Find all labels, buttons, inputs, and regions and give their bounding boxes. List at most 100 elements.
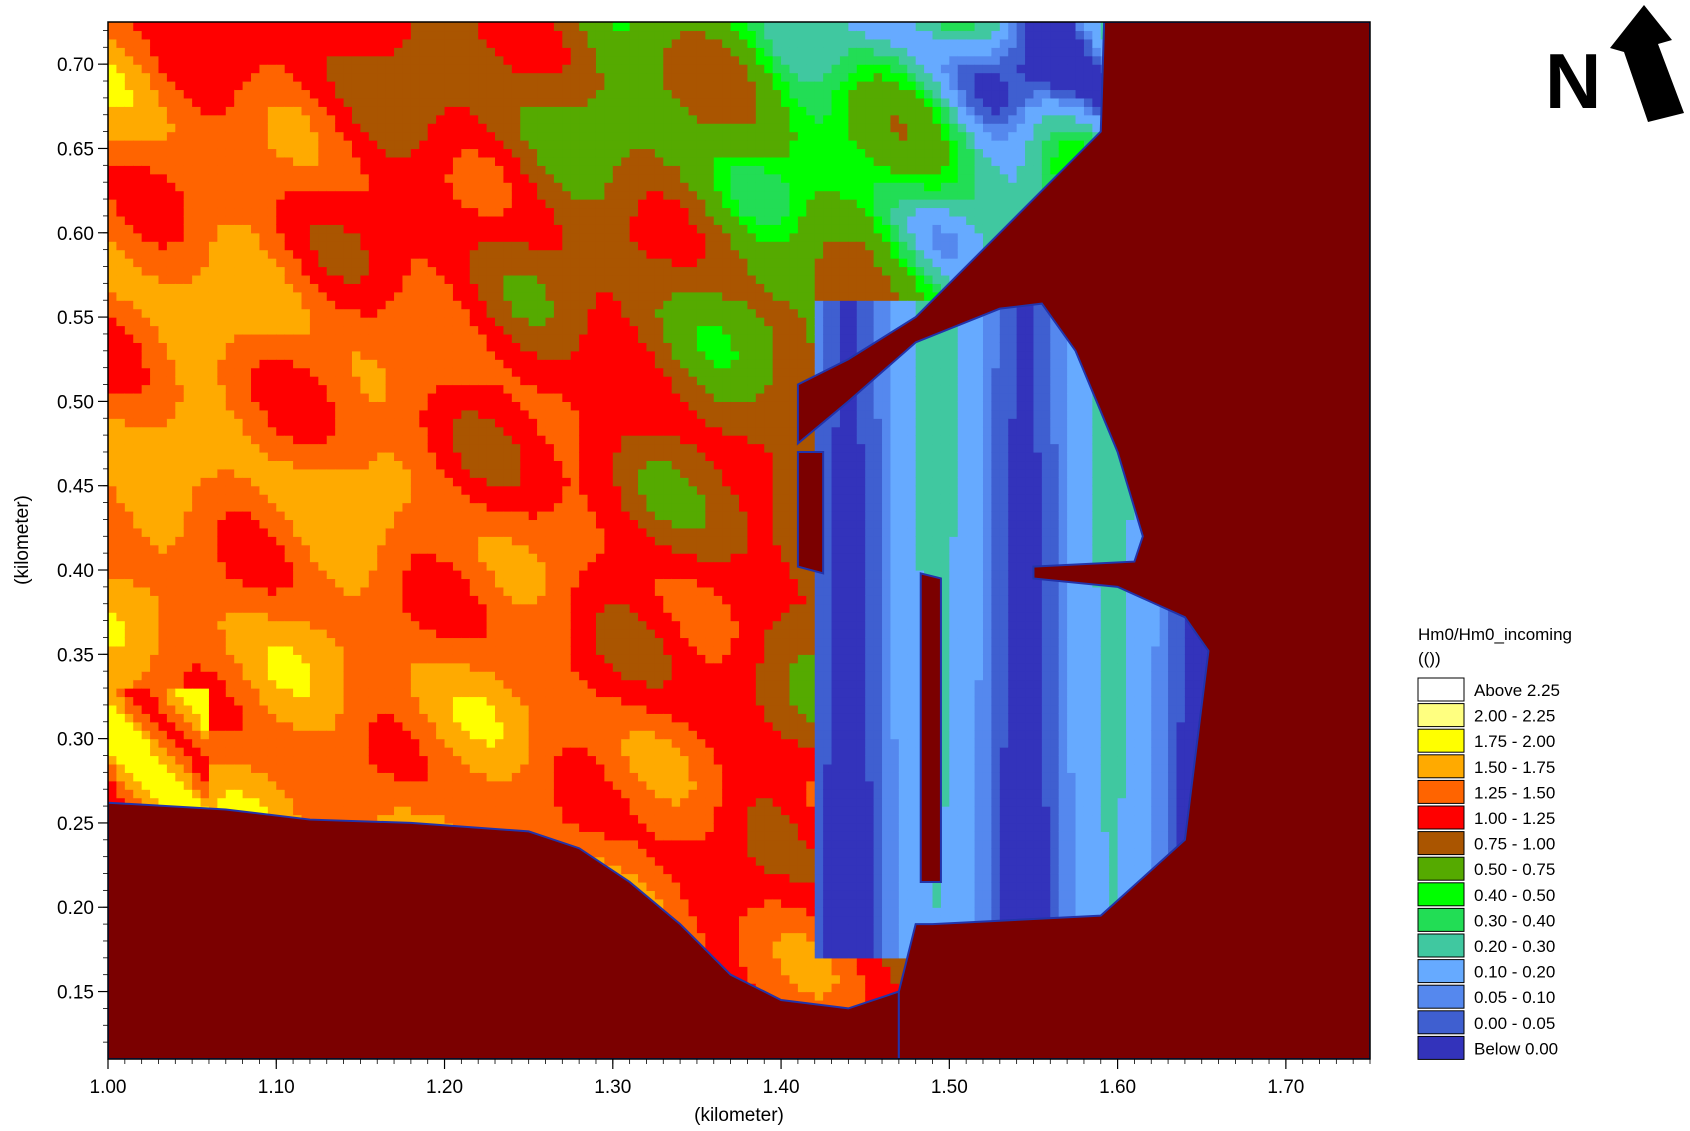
field-cell bbox=[326, 502, 336, 512]
field-cell bbox=[351, 536, 361, 546]
field-cell bbox=[284, 679, 294, 689]
field-cell bbox=[175, 215, 185, 225]
field-cell bbox=[183, 527, 193, 537]
field-cell bbox=[116, 241, 126, 251]
field-cell bbox=[141, 553, 151, 563]
field-cell bbox=[419, 713, 429, 723]
field-cell bbox=[444, 426, 454, 436]
field-cell bbox=[133, 662, 143, 672]
field-cell bbox=[351, 789, 361, 799]
field-cell bbox=[242, 704, 252, 714]
field-cell bbox=[234, 249, 244, 259]
field-cell bbox=[133, 443, 143, 453]
field-cell bbox=[436, 747, 446, 757]
field-cell bbox=[301, 426, 311, 436]
field-cell bbox=[175, 131, 185, 141]
field-cell bbox=[419, 755, 429, 765]
field-cell bbox=[141, 494, 151, 504]
field-cell bbox=[377, 72, 387, 82]
field-cell bbox=[158, 207, 168, 217]
field-cell bbox=[351, 140, 361, 150]
field-cell bbox=[259, 266, 269, 276]
field-cell bbox=[318, 325, 328, 335]
field-cell bbox=[141, 645, 151, 655]
field-cell bbox=[166, 570, 176, 580]
field-cell bbox=[351, 258, 361, 268]
field-cell bbox=[276, 283, 286, 293]
field-cell bbox=[284, 561, 294, 571]
field-cell bbox=[208, 258, 218, 268]
field-cell bbox=[267, 47, 277, 57]
field-cell bbox=[410, 140, 420, 150]
field-cell bbox=[259, 662, 269, 672]
field-cell bbox=[208, 384, 218, 394]
field-cell bbox=[192, 182, 202, 192]
field-cell bbox=[309, 586, 319, 596]
field-cell bbox=[116, 317, 126, 327]
field-cell bbox=[133, 199, 143, 209]
field-cell bbox=[183, 392, 193, 402]
field-cell bbox=[150, 241, 160, 251]
field-cell bbox=[200, 553, 210, 563]
field-cell bbox=[385, 679, 395, 689]
field-cell bbox=[242, 510, 252, 521]
field-cell bbox=[351, 409, 361, 419]
field-cell bbox=[410, 266, 420, 276]
field-cell bbox=[208, 578, 218, 588]
field-cell bbox=[293, 603, 303, 613]
field-cell bbox=[183, 342, 193, 352]
field-cell bbox=[124, 426, 134, 436]
field-cell bbox=[108, 688, 118, 698]
field-cell bbox=[427, 81, 437, 91]
field-cell bbox=[116, 207, 126, 217]
field-cell bbox=[368, 544, 378, 554]
field-cell bbox=[360, 485, 370, 495]
field-cell bbox=[183, 536, 193, 546]
field-cell bbox=[259, 460, 269, 470]
field-cell bbox=[335, 47, 345, 57]
field-cell bbox=[335, 30, 345, 40]
field-cell bbox=[116, 485, 126, 495]
field-cell bbox=[133, 131, 143, 141]
field-cell bbox=[402, 165, 412, 175]
field-cell bbox=[267, 241, 277, 251]
field-cell bbox=[360, 713, 370, 723]
field-cell bbox=[150, 308, 160, 318]
field-cell bbox=[234, 772, 244, 782]
field-cell bbox=[200, 317, 210, 327]
field-cell bbox=[175, 704, 185, 714]
field-cell bbox=[108, 131, 118, 141]
field-cell bbox=[377, 342, 387, 352]
field-cell bbox=[368, 300, 378, 310]
field-cell bbox=[150, 283, 160, 293]
field-cell bbox=[385, 536, 395, 546]
field-cell bbox=[368, 207, 378, 217]
field-cell bbox=[192, 730, 202, 740]
field-cell bbox=[394, 72, 404, 82]
field-cell bbox=[377, 384, 387, 394]
field-cell bbox=[301, 148, 311, 158]
field-cell bbox=[360, 688, 370, 698]
field-cell bbox=[116, 376, 126, 386]
field-cell bbox=[293, 570, 303, 580]
field-cell bbox=[242, 536, 252, 546]
field-cell bbox=[343, 156, 353, 166]
field-cell bbox=[427, 755, 437, 765]
field-cell bbox=[234, 376, 244, 386]
field-cell bbox=[234, 350, 244, 360]
field-cell bbox=[200, 342, 210, 352]
field-cell bbox=[436, 283, 446, 293]
field-cell bbox=[141, 763, 151, 773]
field-cell bbox=[343, 435, 353, 445]
field-cell bbox=[234, 721, 244, 731]
field-cell bbox=[410, 30, 420, 40]
field-cell bbox=[251, 333, 261, 343]
field-cell bbox=[377, 629, 387, 639]
field-cell bbox=[335, 570, 345, 580]
field-cell bbox=[326, 629, 336, 639]
field-cell bbox=[124, 384, 134, 394]
field-cell bbox=[377, 603, 387, 613]
field-cell bbox=[284, 502, 294, 512]
field-cell bbox=[217, 224, 227, 234]
field-cell bbox=[116, 510, 126, 521]
